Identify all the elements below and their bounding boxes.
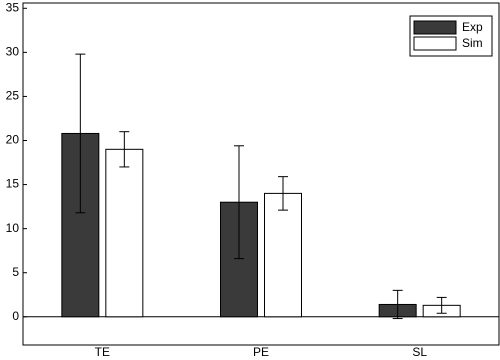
y-tick-label: 5 bbox=[12, 265, 19, 279]
error-bar bbox=[436, 296, 447, 314]
legend-swatch bbox=[413, 20, 457, 35]
error-bar bbox=[75, 53, 86, 214]
x-tick-label: SL bbox=[412, 345, 427, 359]
x-tick-label: TE bbox=[95, 345, 110, 359]
error-bar bbox=[119, 131, 130, 168]
legend-swatch bbox=[413, 36, 457, 51]
error-bar bbox=[278, 176, 288, 211]
y-tick-label: 20 bbox=[6, 133, 20, 147]
y-tick-label: 15 bbox=[6, 177, 20, 191]
y-tick-label: 35 bbox=[6, 0, 20, 14]
error-bar bbox=[392, 289, 403, 320]
bar bbox=[105, 148, 144, 318]
y-tick-label: 0 bbox=[12, 309, 19, 323]
legend-label: Sim bbox=[462, 36, 483, 50]
error-bar bbox=[234, 145, 244, 260]
plot-frame bbox=[22, 2, 500, 346]
bar bbox=[264, 192, 302, 318]
legend-label: Exp bbox=[462, 20, 483, 34]
y-tick-label: 25 bbox=[6, 89, 20, 103]
y-tick-label: 10 bbox=[6, 221, 20, 235]
y-tick-label: 30 bbox=[6, 45, 20, 59]
x-tick-label: PE bbox=[253, 345, 269, 359]
